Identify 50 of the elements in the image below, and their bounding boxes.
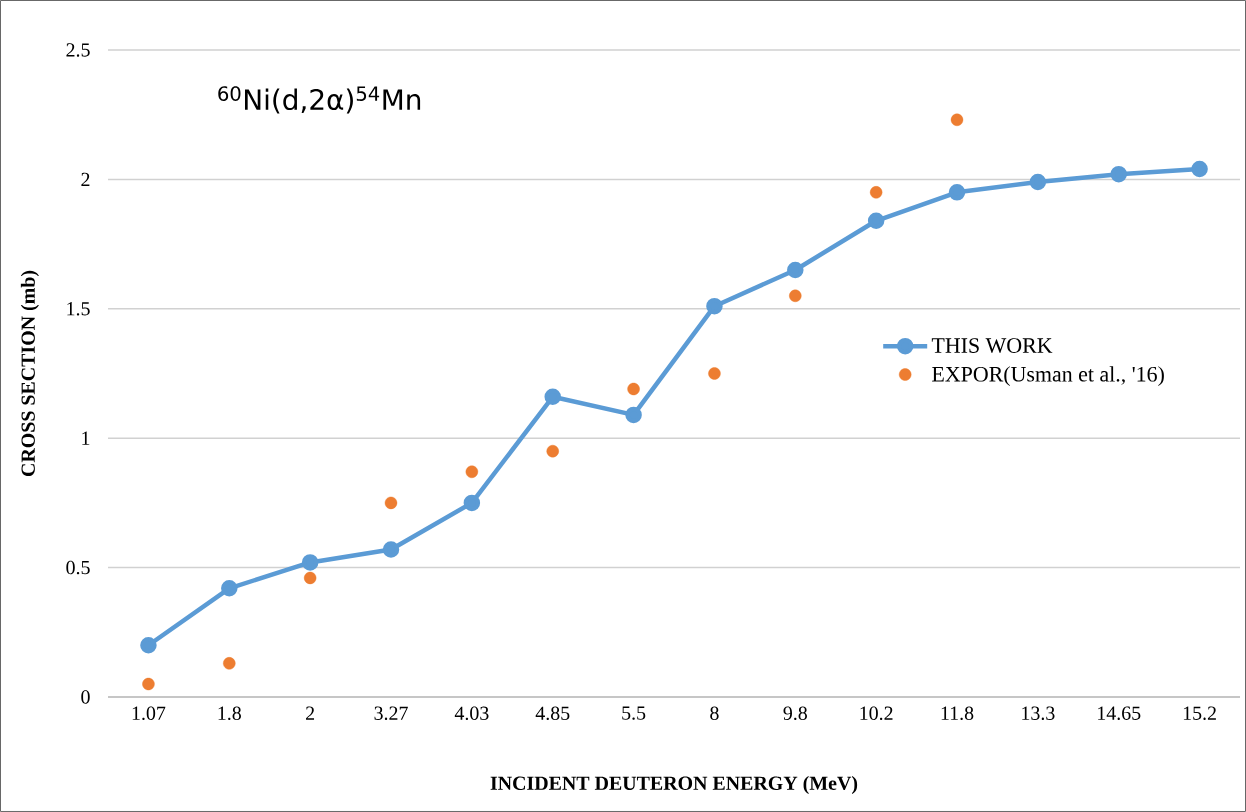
point xyxy=(948,184,966,201)
point xyxy=(1191,160,1208,178)
y-tick-label: 1 xyxy=(82,431,90,445)
y-axis-title: CROSS SECTION (mb) xyxy=(20,270,39,477)
x-tick-label: 8 xyxy=(710,706,719,720)
text: $^{60}$Ni(d,2α)$^{54}$Mn xyxy=(218,86,421,114)
y-tick-label: 0 xyxy=(81,690,90,704)
y-tick-label: 1.5 xyxy=(67,302,90,316)
point xyxy=(787,261,804,279)
x-tick-label: 2 xyxy=(306,706,315,720)
point xyxy=(303,571,317,585)
point xyxy=(382,541,400,558)
x-tick-label: 4.03 xyxy=(454,706,489,721)
x-tick-label: 10.2 xyxy=(860,706,893,721)
point xyxy=(463,494,481,512)
point xyxy=(708,367,721,380)
point xyxy=(627,382,640,396)
point xyxy=(706,297,723,315)
x-tick-label: 4.85 xyxy=(535,706,570,721)
point xyxy=(1110,165,1127,183)
x-tick-label: 3.27 xyxy=(374,706,408,720)
point xyxy=(950,113,964,127)
legend-label: THIS WORK xyxy=(931,338,1053,354)
y-tick-label: 0.5 xyxy=(66,560,90,575)
point xyxy=(867,212,885,230)
point xyxy=(142,677,155,691)
point xyxy=(301,554,319,571)
point xyxy=(140,636,157,654)
x-tick-label: 1.8 xyxy=(218,706,241,721)
point xyxy=(221,580,238,597)
point xyxy=(384,496,398,510)
point xyxy=(544,388,561,406)
point xyxy=(223,657,236,670)
legend-label: EXPOR(Usman et al., '16) xyxy=(932,366,1164,387)
point xyxy=(546,444,559,458)
point xyxy=(789,289,802,303)
x-tick-label: 14.65 xyxy=(1098,706,1141,720)
x-tick-label: 15.2 xyxy=(1183,706,1216,720)
point xyxy=(869,186,883,199)
x-tick-label: 1.07 xyxy=(132,706,166,721)
point xyxy=(625,406,642,424)
x-tick-label: 5.5 xyxy=(622,706,646,720)
x-tick-label: 13.3 xyxy=(1022,706,1055,720)
x-tick-label: 9.8 xyxy=(783,706,807,721)
x-tick-label: 11.8 xyxy=(941,706,974,721)
y-tick-label: 2 xyxy=(81,172,90,186)
point xyxy=(1029,173,1047,191)
x-axis-title: INCIDENT DEUTERON ENERGY (MeV) xyxy=(490,775,858,794)
y-tick-label: 2.5 xyxy=(66,43,90,57)
point xyxy=(465,465,479,479)
